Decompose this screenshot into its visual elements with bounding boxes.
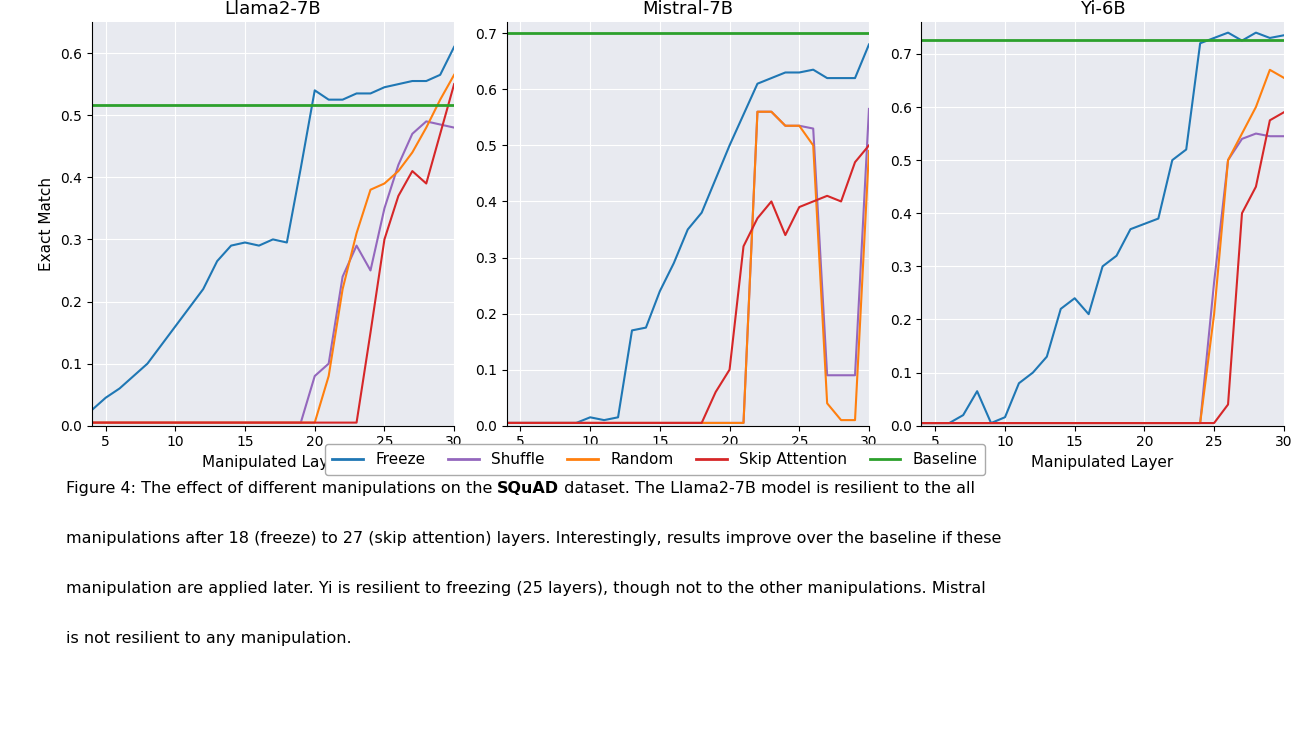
Text: manipulation are applied later. Yi is resilient to freezing (25 layers), though : manipulation are applied later. Yi is re… <box>66 581 985 595</box>
Text: is not resilient to any manipulation.: is not resilient to any manipulation. <box>66 631 351 645</box>
Text: Figure 4: The effect of different manipulations on the: Figure 4: The effect of different manipu… <box>66 481 496 495</box>
X-axis label: Manipulated Layer: Manipulated Layer <box>202 455 345 470</box>
X-axis label: Manipulated Layer: Manipulated Layer <box>617 455 758 470</box>
Text: SQuAD: SQuAD <box>496 481 559 495</box>
Title: Llama2-7B: Llama2-7B <box>224 0 321 18</box>
Y-axis label: Exact Match: Exact Match <box>39 177 55 271</box>
Title: Yi-6B: Yi-6B <box>1079 0 1125 18</box>
Title: Mistral-7B: Mistral-7B <box>642 0 734 18</box>
X-axis label: Manipulated Layer: Manipulated Layer <box>1031 455 1174 470</box>
Text: manipulations after 18 (freeze) to 27 (skip attention) layers. Interestingly, re: manipulations after 18 (freeze) to 27 (s… <box>66 531 1001 545</box>
Legend: Freeze, Shuffle, Random, Skip Attention, Baseline: Freeze, Shuffle, Random, Skip Attention,… <box>325 444 985 475</box>
Text: dataset. The Llama2-7B model is resilient to the all: dataset. The Llama2-7B model is resilien… <box>559 481 975 495</box>
